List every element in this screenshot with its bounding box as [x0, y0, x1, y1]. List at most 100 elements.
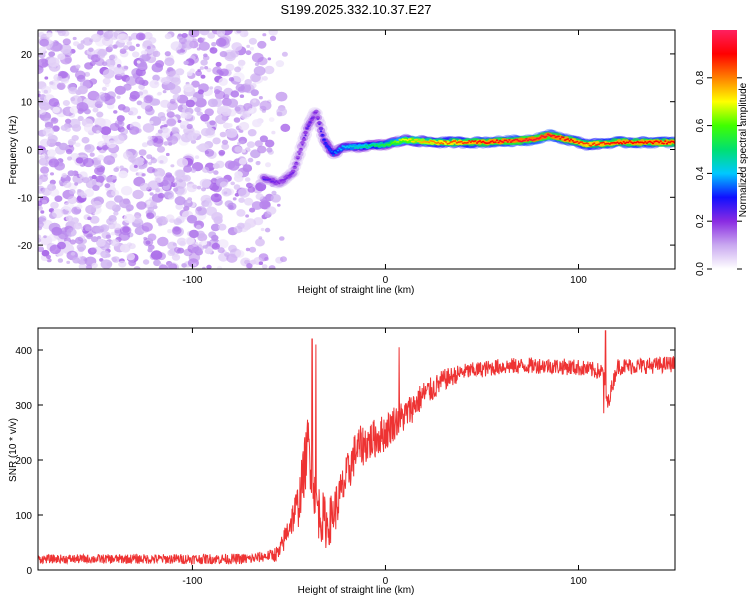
spectrogram-noise-blob: [259, 135, 268, 143]
snr-x-tick-label: -100: [182, 576, 202, 587]
spectrogram-noise-blob: [66, 260, 71, 264]
spectrogram-ridge-point: [571, 139, 574, 142]
spectrogram-ridge-point: [284, 178, 287, 181]
spectrogram-noise-blob: [145, 240, 151, 245]
spectrogram-noise-blob: [116, 64, 122, 68]
spectrogram-noise-blob: [264, 227, 271, 233]
spectrogram-noise-blob: [207, 98, 218, 108]
spectrogram-noise-blob: [221, 139, 229, 145]
spectrogram-noise-blob: [270, 194, 281, 203]
spectrogram-noise-blob: [60, 76, 69, 84]
spectrogram-ridge-point: [301, 137, 307, 142]
spectrogram-noise-blob: [75, 142, 81, 148]
spectrogram-noise-blob: [111, 189, 120, 197]
spectrogram-noise-blob: [44, 163, 49, 166]
spectrogram-noise-blob: [217, 239, 229, 249]
spectrogram-noise-blob: [264, 65, 275, 75]
spectrogram-noise-blob: [58, 230, 69, 240]
spectrogram-noise-blob: [82, 177, 90, 184]
spectrogram-noise-blob: [201, 240, 208, 246]
spectrogram-noise-blob: [118, 231, 130, 241]
spectrogram-marks: [38, 30, 675, 269]
spectrogram-noise-blob: [51, 208, 64, 219]
spectrogram-noise-blob: [247, 186, 256, 193]
spectrogram-ridge-point: [468, 140, 471, 142]
spectrogram-ridge-point: [333, 151, 337, 154]
spectrogram-noise-blob: [164, 57, 175, 66]
spectrogram-noise-blob: [138, 91, 144, 96]
spectrogram-noise-blob: [258, 261, 264, 266]
spectrogram-noise-blob: [219, 68, 229, 77]
spectrogram-noise-blob: [133, 266, 141, 269]
spectrogram-noise-blob: [145, 107, 155, 116]
spectrogram-ridge-point: [303, 130, 308, 135]
spectrogram-ridge-point: [315, 111, 318, 114]
spectrogram-noise-blob: [50, 201, 59, 209]
spectrogram-ridge-point: [336, 149, 340, 152]
spectrogram-noise-blob: [230, 181, 235, 186]
spectrogram-noise-blob: [96, 181, 101, 186]
spectrogram-noise-blob: [94, 166, 105, 176]
snr-axes: -100 0 100 0 100 200 300 400: [15, 328, 675, 587]
spectrogram-ridge-point: [590, 145, 593, 147]
spectrogram-noise-blob: [100, 259, 113, 269]
spectrogram-noise-blob: [245, 214, 250, 218]
spectrogram-noise-blob: [102, 68, 115, 79]
spectrogram-noise-blob: [157, 192, 165, 199]
spectrogram-ridge-point: [353, 147, 357, 150]
spectrogram-noise-blob: [60, 124, 68, 131]
spectrogram-noise-blob: [172, 93, 181, 101]
spectrogram-ridge-point: [327, 147, 330, 150]
colorbar-tick-label: 0.4: [695, 166, 706, 180]
spectrogram-noise-blob: [202, 266, 206, 269]
spectrogram-noise-blob: [109, 123, 120, 131]
spectrogram-noise-blob: [182, 104, 188, 109]
spectrogram-noise-blob: [113, 110, 118, 114]
spectrogram-noise-blob: [248, 37, 257, 45]
snr-y-tick-label: 0: [26, 566, 32, 577]
spectrogram-noise-blob: [139, 182, 150, 192]
spectrogram-noise-blob: [119, 165, 124, 169]
spectrogram-noise-blob: [219, 181, 228, 188]
spectrogram-noise-blob: [198, 41, 210, 51]
spectrogram-noise-blob: [68, 124, 73, 128]
spectrogram-noise-blob: [251, 52, 264, 63]
spectrogram-noise-blob: [268, 265, 276, 269]
spectrogram-noise-blob: [227, 202, 237, 211]
spectrogram-noise-blob: [113, 134, 125, 145]
spectrogram-noise-blob: [182, 174, 191, 182]
spectrogram-noise-blob: [271, 190, 277, 196]
spectrogram-noise-blob: [163, 141, 169, 146]
spectrogram-noise-blob: [167, 249, 175, 256]
spectrogram-noise-blob: [215, 37, 227, 47]
spectrogram-noise-blob: [184, 40, 195, 49]
spectrogram-noise-blob: [250, 89, 259, 97]
spectrogram-noise-blob: [177, 119, 182, 124]
spectrogram-noise-blob: [200, 59, 208, 66]
spectrogram-noise-blob: [89, 78, 98, 85]
spectrogram-noise-blob: [74, 236, 84, 245]
spectrogram-ridge-point: [335, 152, 338, 155]
spectrogram-ridge-point: [346, 145, 349, 148]
spectrogram-noise-blob: [250, 83, 257, 89]
spectrogram-noise-blob: [255, 193, 264, 200]
spectrogram-noise-blob: [202, 166, 210, 173]
spectrogram-noise-blob: [234, 66, 242, 73]
spectrogram-noise-blob: [154, 175, 164, 183]
spectrogram-noise-blob: [181, 33, 188, 38]
spectrogram-ridge-point: [305, 127, 309, 130]
spectrogram-ridge-point: [497, 141, 500, 144]
spectrogram-ridge-point: [481, 140, 485, 143]
spectrogram-noise-blob: [141, 173, 146, 177]
spectrogram-noise-blob: [136, 60, 141, 64]
spectrogram-noise-blob: [161, 77, 171, 85]
spectrogram-noise-blob: [44, 155, 49, 160]
spectrogram-noise-blob: [50, 117, 59, 124]
spectrogram-noise-blob: [187, 132, 198, 141]
spectrogram-noise-blob: [89, 215, 100, 224]
spectrogram-noise-blob: [106, 140, 117, 149]
spectrogram-noise-blob: [183, 83, 194, 93]
spectrogram-noise-blob: [52, 125, 60, 132]
spectrogram-ridge-point: [508, 139, 511, 141]
spectrogram-noise-blob: [146, 140, 155, 146]
